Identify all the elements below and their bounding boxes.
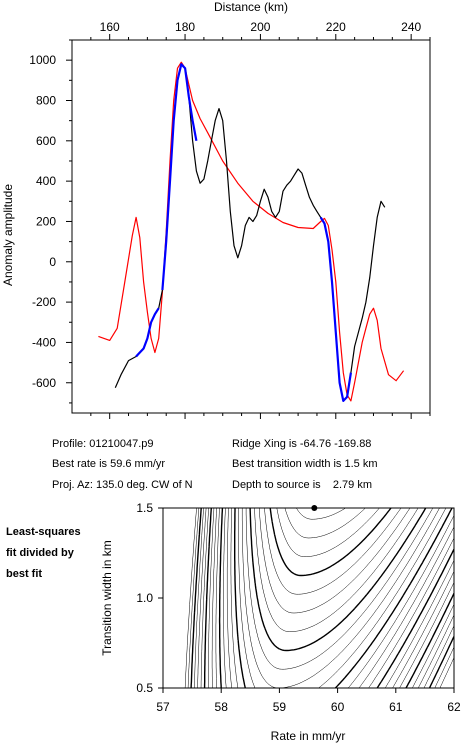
profile-name: Profile: 01210047.p9 bbox=[52, 438, 154, 450]
profile-series bbox=[98, 61, 405, 402]
contour-y-axis-label: Transition width in km bbox=[100, 540, 114, 656]
contour-note-line-1: Least-squares bbox=[6, 526, 81, 538]
contour-line bbox=[238, 508, 447, 688]
contour-line bbox=[200, 508, 454, 688]
profile-series-2-line bbox=[161, 63, 198, 291]
profile-x-tick-label: 240 bbox=[401, 20, 421, 34]
contour-chart: 57 58 59 60 61 62 0.5 1.0 1.5 Rate in mm/yr Tra… bbox=[100, 501, 461, 743]
profile-y-tick-label: 200 bbox=[36, 214, 56, 228]
profile-y-tick-label: -600 bbox=[32, 376, 56, 390]
profile-y-tick-label: 800 bbox=[36, 93, 56, 107]
contour-y-ticks: 0.5 1.0 1.5 bbox=[136, 501, 163, 695]
contour-y-tick-label: 0.5 bbox=[136, 681, 153, 695]
best-rate: Best rate is 59.6 mm/yr bbox=[52, 458, 166, 470]
contour-line bbox=[208, 508, 454, 688]
contour-y-tick-label: 1.5 bbox=[136, 501, 153, 515]
contour-note: Least-squares fit divided by best fit bbox=[6, 522, 81, 585]
profile-x-axis-label: Distance (km) bbox=[214, 0, 288, 14]
profile-y-axis-label: Anomaly amplitude bbox=[1, 184, 15, 286]
profile-x-ticks: 160 180 200 220 240 bbox=[90, 20, 431, 419]
contour-line bbox=[296, 508, 346, 520]
profile-plot-frame bbox=[71, 39, 431, 414]
contour-x-tick-label: 61 bbox=[389, 700, 403, 714]
contour-line bbox=[234, 508, 453, 688]
profile-y-tick-label: -400 bbox=[32, 335, 56, 349]
contour-line bbox=[249, 508, 427, 652]
best-fit-marker bbox=[311, 505, 318, 511]
contour-line bbox=[226, 508, 454, 688]
depth-to-source: Depth to source is 2.79 km bbox=[232, 479, 373, 491]
contour-y-tick-label: 1.0 bbox=[136, 591, 153, 605]
contour-line bbox=[215, 508, 454, 688]
projection-azimuth: Proj. Az: 135.0 deg. CW of N bbox=[52, 479, 193, 491]
contour-line bbox=[184, 508, 454, 688]
contour-line bbox=[254, 508, 419, 632]
profile-y-tick-label: 0 bbox=[49, 255, 56, 269]
contour-x-tick-label: 57 bbox=[156, 700, 170, 714]
contour-note-line-2: fit divided by bbox=[6, 547, 74, 559]
profile-y-tick-label: 400 bbox=[36, 174, 56, 188]
contour-line bbox=[203, 508, 454, 688]
profile-y-tick-label: 600 bbox=[36, 134, 56, 148]
profile-y-tick-label: 1000 bbox=[29, 53, 56, 67]
contour-x-tick-label: 60 bbox=[331, 700, 345, 714]
contour-line bbox=[264, 508, 402, 595]
contour-line bbox=[284, 508, 366, 539]
profile-x-tick-label: 200 bbox=[250, 20, 270, 34]
contour-line bbox=[218, 508, 454, 688]
contour-x-axis-label: Rate in mm/yr bbox=[271, 729, 346, 743]
profile-series-0-line bbox=[98, 61, 405, 402]
profile-y-tick-label: -200 bbox=[32, 295, 56, 309]
contour-line bbox=[194, 508, 454, 688]
contour-line bbox=[245, 508, 434, 670]
profile-x-tick-label: 180 bbox=[175, 20, 195, 34]
contour-line bbox=[190, 508, 454, 688]
profile-series-4-line bbox=[319, 216, 352, 402]
contour-line bbox=[197, 508, 454, 688]
profile-x-tick-label: 220 bbox=[326, 20, 346, 34]
ridge-crossing: Ridge Xing is -64.76 -169.88 bbox=[232, 438, 372, 450]
profile-y-ticks: -600 -400 -200 0 200 400 600 800 1000 bbox=[29, 39, 72, 404]
contour-line bbox=[276, 508, 380, 557]
contour-line bbox=[269, 508, 392, 577]
contour-line bbox=[241, 508, 440, 688]
profile-series-3-line bbox=[135, 307, 160, 358]
contour-lines bbox=[184, 508, 454, 688]
contour-x-tick-label: 62 bbox=[447, 700, 461, 714]
contour-x-ticks: 57 58 59 60 61 62 bbox=[156, 688, 461, 714]
contour-line bbox=[223, 508, 454, 688]
contour-x-tick-label: 58 bbox=[215, 700, 229, 714]
best-transition-width: Best transition width is 1.5 km bbox=[232, 458, 378, 470]
profile-x-tick-label: 160 bbox=[100, 20, 120, 34]
profile-chart: 160 180 200 220 240 -600 -400 -200 0 200 400 600 80… bbox=[1, 0, 431, 419]
contour-line bbox=[211, 508, 454, 688]
contour-line bbox=[230, 508, 454, 688]
contour-note-line-3: best fit bbox=[6, 568, 43, 580]
contour-line bbox=[187, 508, 454, 688]
contour-x-tick-label: 59 bbox=[273, 700, 287, 714]
contour-line bbox=[258, 508, 411, 614]
